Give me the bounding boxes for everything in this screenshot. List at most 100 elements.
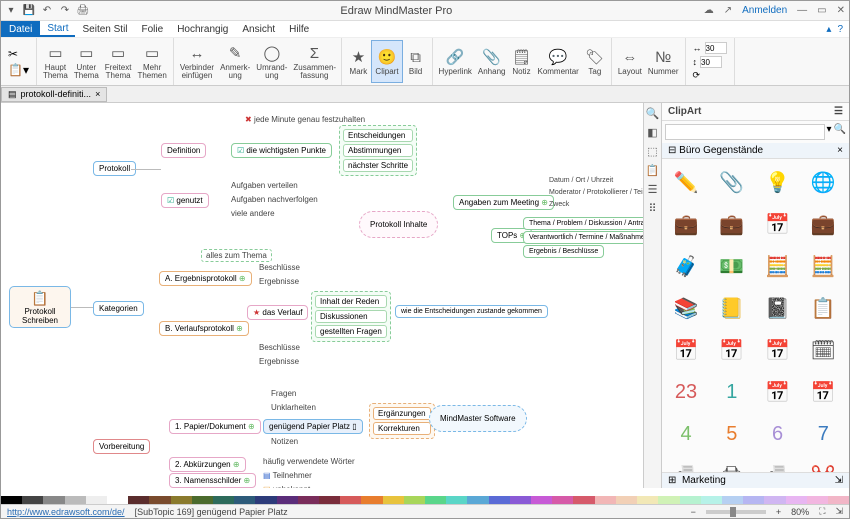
save-icon[interactable]: 💾 [23, 5, 35, 17]
clipart-item[interactable]: 💡 [758, 163, 798, 201]
node-erg-besch[interactable]: Ergebnis / Beschlüsse [523, 245, 604, 258]
menu-seitenstil[interactable]: Seiten Stil [75, 21, 134, 37]
node-angaben-meeting[interactable]: Angaben zum Meeting ⊕ [453, 195, 554, 210]
grip-icon[interactable]: ⇲ [835, 506, 843, 517]
mindmap-canvas[interactable]: 📋 Protokoll Schreiben Protokoll Kategori… [1, 103, 643, 488]
ribbon-nummer[interactable]: №Nummer [645, 40, 682, 83]
node-abkurz[interactable]: 2. Abkürzungen ⊕ [169, 457, 246, 472]
ribbon-umrand-ung[interactable]: ◯Umrand-ung [253, 40, 290, 83]
node-teiln[interactable]: ▤ Teilnehmer [263, 471, 312, 480]
node-b-verlauf[interactable]: B. Verlaufsprotokoll ⊕ [159, 321, 249, 336]
menu-hochrangig[interactable]: Hochrangig [170, 21, 235, 37]
node-aufg-verteilen[interactable]: Aufgaben verteilen [231, 181, 298, 190]
node-definition[interactable]: Definition [161, 143, 206, 158]
swatch[interactable] [340, 496, 361, 504]
swatch[interactable] [616, 496, 637, 504]
swatch[interactable] [277, 496, 298, 504]
root-node[interactable]: 📋 Protokoll Schreiben [9, 286, 71, 328]
clipart-item[interactable]: 📒 [712, 289, 752, 327]
node-wichtig[interactable]: ☑ die wichtigsten Punkte [231, 143, 332, 158]
swatch[interactable] [65, 496, 86, 504]
node-datum[interactable]: Datum / Ort / Uhrzeit [549, 177, 613, 184]
node-fragen[interactable]: Fragen [271, 389, 296, 398]
fit-icon[interactable]: ⛶ [819, 506, 825, 517]
swatch[interactable] [43, 496, 64, 504]
height-spinner[interactable]: ↕ [693, 56, 727, 68]
menu-hilfe[interactable]: Hilfe [282, 21, 316, 37]
swatch[interactable] [255, 496, 276, 504]
clipart-item[interactable]: 🧮 [803, 247, 843, 285]
section-expand-icon[interactable]: ⊟ [668, 145, 676, 156]
zoom-out-icon[interactable]: − [691, 507, 696, 517]
section-close-icon[interactable]: × [837, 145, 843, 156]
bubble-erg[interactable]: Ergänzungen Korrekturen [369, 403, 435, 439]
clipart-item[interactable]: 💵 [712, 247, 752, 285]
node-haeufig[interactable]: häufig verwendete Wörter [263, 457, 355, 466]
ribbon-unter-thema[interactable]: ▭UnterThema [71, 40, 102, 83]
swatch[interactable] [552, 496, 573, 504]
swatch[interactable] [1, 496, 22, 504]
cloud-protokoll-inhalte[interactable]: Protokoll Inhalte [359, 211, 438, 238]
search-icon[interactable]: 🔍 [834, 124, 846, 140]
node-genug-selected[interactable]: genügend Papier Platz ▯ [263, 419, 363, 434]
clipart-item[interactable]: 4 [666, 415, 706, 453]
swatch[interactable] [573, 496, 594, 504]
share-icon[interactable]: ↗ [724, 5, 732, 16]
login-link[interactable]: Anmelden [742, 5, 787, 16]
menu-start[interactable]: Start [40, 21, 75, 37]
ribbon-bild[interactable]: ⧉Bild [403, 40, 429, 83]
menu-ansicht[interactable]: Ansicht [235, 21, 282, 37]
node-a-ergebnis[interactable]: A. Ergebnisprotokoll ⊕ [159, 271, 252, 286]
node-wie-entsch[interactable]: wie die Entscheidungen zustande gekommen [395, 305, 548, 318]
swatch[interactable] [510, 496, 531, 504]
vtool-icon[interactable]: ☰ [648, 183, 658, 196]
maximize-icon[interactable]: ▭ [817, 5, 826, 16]
rotate-icon[interactable]: ⟳ [693, 70, 727, 81]
ribbon-haupt-thema[interactable]: ▭HauptThema [40, 40, 71, 83]
node-thema[interactable]: Thema / Problem / Diskussion / Antrag [523, 217, 643, 230]
node-vorbereitung[interactable]: Vorbereitung [93, 439, 150, 454]
clipart-item[interactable]: 📅 [758, 373, 798, 411]
node-unklar[interactable]: Unklarheiten [271, 403, 316, 412]
swatch[interactable] [531, 496, 552, 504]
cut-icon[interactable]: ✂ [8, 47, 29, 61]
clipart-item[interactable]: 🖨 [712, 457, 752, 472]
clipart-item[interactable]: 7 [803, 415, 843, 453]
clipart-item[interactable]: ✂️ [803, 457, 843, 472]
vtool-icon[interactable]: ⬚ [647, 145, 657, 158]
clipart-item[interactable]: 📠 [666, 457, 706, 472]
clipart-item[interactable]: 📅 [803, 373, 843, 411]
swatch[interactable] [701, 496, 722, 504]
ribbon-notiz[interactable]: 🗒Notiz [508, 40, 534, 83]
bubble-reden[interactable]: Inhalt der Reden Diskussionen gestellten… [311, 291, 391, 342]
clipart-item[interactable]: 🌐 [803, 163, 843, 201]
width-spinner[interactable]: ↔ [693, 42, 727, 54]
clipart-search-input[interactable] [665, 124, 825, 140]
swatch[interactable] [446, 496, 467, 504]
swatch[interactable] [828, 496, 849, 504]
bubble-entscheidungen[interactable]: Entscheidungen Abstimmungen nächster Sch… [339, 125, 417, 176]
minimize-icon[interactable]: — [797, 5, 807, 16]
node-genutzt[interactable]: ☑ genutzt [161, 193, 209, 208]
ribbon-mark[interactable]: ★Mark [345, 40, 371, 83]
node-erg-2[interactable]: Ergebnisse [259, 357, 299, 366]
swatch[interactable] [319, 496, 340, 504]
node-namens[interactable]: 3. Namensschilder ⊕ [169, 473, 256, 488]
swatch[interactable] [764, 496, 785, 504]
vtool-icon[interactable]: 📋 [646, 164, 660, 177]
swatch[interactable] [361, 496, 382, 504]
swatch[interactable] [213, 496, 234, 504]
clipart-item[interactable]: 📠 [758, 457, 798, 472]
node-notizen[interactable]: Notizen [271, 437, 298, 446]
ribbon-mehr-themen[interactable]: ▭MehrThemen [134, 40, 169, 83]
clipart-item[interactable]: 💼 [803, 205, 843, 243]
ribbon-layout[interactable]: ⇔Layout [615, 40, 645, 83]
node-unbek[interactable]: ▤ unbekannt [263, 485, 310, 488]
close-icon[interactable]: ✕ [837, 5, 845, 16]
vtool-icon[interactable]: ◧ [647, 126, 657, 139]
node-erg-1[interactable]: Ergebnisse [259, 277, 299, 286]
clipart-item[interactable]: 📅 [758, 205, 798, 243]
clipart-item[interactable]: 🗓 [803, 331, 843, 369]
clipart-item[interactable]: 🧳 [666, 247, 706, 285]
swatch[interactable] [680, 496, 701, 504]
